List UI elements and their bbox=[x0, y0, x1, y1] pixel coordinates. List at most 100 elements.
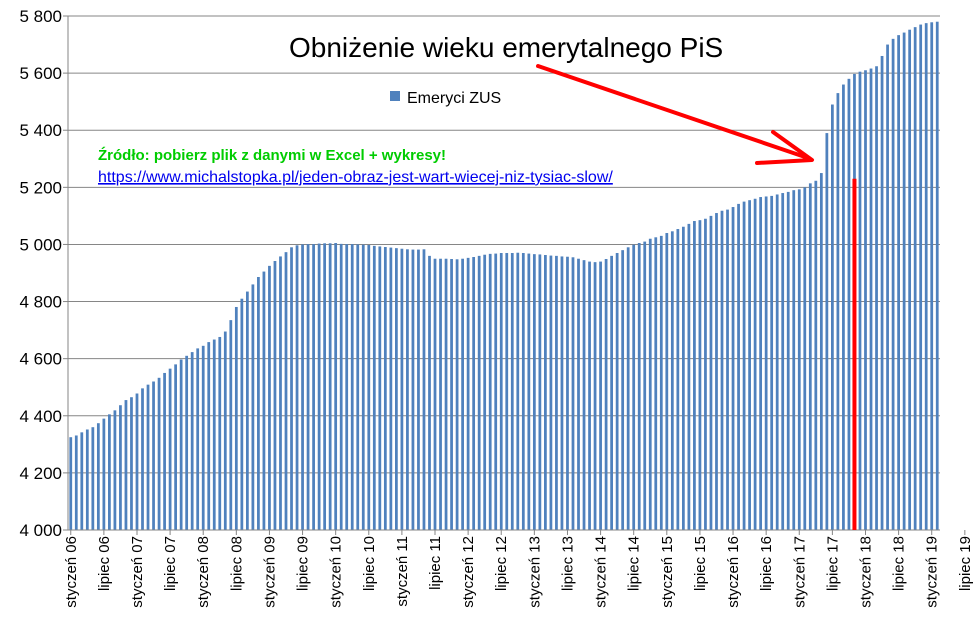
bar bbox=[687, 223, 691, 530]
source-link[interactable]: https://www.michalstopka.pl/jeden-obraz-… bbox=[98, 169, 613, 186]
bar bbox=[770, 195, 774, 530]
bar bbox=[389, 247, 393, 530]
bar bbox=[461, 258, 464, 530]
bars bbox=[69, 21, 939, 531]
bar bbox=[913, 27, 917, 531]
legend: Emeryci ZUS bbox=[390, 90, 501, 107]
bar bbox=[499, 253, 503, 530]
bar bbox=[163, 372, 166, 530]
bar bbox=[831, 104, 834, 531]
bar bbox=[433, 258, 437, 530]
bar bbox=[284, 252, 288, 530]
bar bbox=[400, 248, 404, 530]
bar bbox=[621, 250, 625, 530]
bar bbox=[439, 258, 442, 530]
bar bbox=[234, 306, 238, 530]
bar bbox=[350, 244, 354, 531]
bar bbox=[483, 254, 487, 531]
bar bbox=[339, 243, 343, 530]
bar bbox=[880, 55, 884, 530]
x-tick-label: styczeń 07 bbox=[129, 536, 146, 608]
bar bbox=[864, 70, 867, 530]
bar bbox=[273, 261, 277, 530]
y-tick-label: 5 200 bbox=[19, 178, 62, 197]
bar bbox=[450, 259, 453, 530]
bar bbox=[516, 252, 520, 530]
bar bbox=[814, 180, 818, 530]
bar bbox=[196, 348, 200, 530]
bar bbox=[582, 260, 586, 530]
bar bbox=[108, 414, 111, 530]
x-tick-label: styczeń 19 bbox=[924, 536, 941, 608]
bar bbox=[406, 249, 409, 530]
bar bbox=[505, 253, 509, 530]
bar bbox=[935, 21, 939, 530]
bar bbox=[560, 256, 564, 530]
bar bbox=[361, 244, 365, 531]
bar bbox=[847, 78, 851, 531]
bar bbox=[372, 245, 376, 530]
bar bbox=[157, 377, 161, 530]
bar bbox=[262, 271, 266, 530]
y-tick-label: 4 400 bbox=[19, 407, 62, 426]
bar bbox=[356, 244, 360, 530]
bar bbox=[902, 32, 906, 530]
bar bbox=[212, 339, 216, 530]
bar bbox=[544, 255, 547, 530]
bar bbox=[141, 388, 144, 530]
bar bbox=[472, 257, 476, 530]
annotation-arrow bbox=[536, 64, 857, 530]
y-tick-label: 4 000 bbox=[19, 521, 62, 540]
bar bbox=[466, 257, 470, 530]
bar bbox=[268, 265, 271, 530]
arrow-shaft bbox=[536, 64, 810, 160]
bar bbox=[819, 173, 823, 531]
bar bbox=[704, 218, 707, 530]
x-tick-label: lipiec 12 bbox=[493, 536, 510, 591]
bar bbox=[759, 197, 763, 530]
bar bbox=[842, 84, 845, 531]
bar bbox=[174, 364, 177, 530]
x-tick-label: styczeń 14 bbox=[593, 536, 610, 608]
bar bbox=[168, 368, 172, 530]
bar bbox=[676, 229, 680, 530]
x-tick-label: lipiec 19 bbox=[957, 536, 974, 591]
bar bbox=[742, 201, 746, 530]
y-tick-label: 5 600 bbox=[19, 64, 62, 83]
bar bbox=[119, 405, 122, 530]
x-tick-label: styczeń 10 bbox=[328, 536, 345, 608]
bar bbox=[720, 210, 724, 530]
bar bbox=[510, 253, 514, 530]
bar bbox=[135, 393, 139, 530]
bar bbox=[919, 24, 923, 531]
bar bbox=[521, 253, 525, 530]
bar bbox=[190, 352, 194, 530]
x-tick-label: lipiec 13 bbox=[559, 536, 576, 591]
bar bbox=[670, 231, 674, 530]
bar bbox=[328, 243, 332, 530]
bar bbox=[69, 437, 73, 530]
bar bbox=[179, 359, 183, 530]
bar bbox=[726, 209, 729, 530]
bar bbox=[781, 193, 785, 531]
bar bbox=[797, 189, 801, 531]
y-axis: 4 000 4 200 4 400 4 600 4 800 5 000 5 200 5 400… bbox=[19, 7, 69, 540]
bar bbox=[130, 397, 133, 530]
bar bbox=[538, 254, 542, 530]
bar bbox=[295, 245, 299, 530]
bar bbox=[240, 298, 244, 530]
x-tick-label: styczeń 08 bbox=[195, 536, 212, 608]
bar bbox=[428, 255, 431, 530]
bar bbox=[477, 255, 481, 530]
bar bbox=[229, 320, 233, 530]
bar bbox=[152, 381, 155, 530]
bar bbox=[124, 400, 128, 530]
legend-swatch bbox=[390, 91, 400, 101]
x-tick-label: lipiec 17 bbox=[824, 536, 841, 591]
bar bbox=[74, 435, 78, 530]
bar bbox=[527, 253, 531, 531]
bar bbox=[604, 259, 608, 530]
bar bbox=[146, 384, 150, 530]
bar bbox=[731, 207, 735, 530]
